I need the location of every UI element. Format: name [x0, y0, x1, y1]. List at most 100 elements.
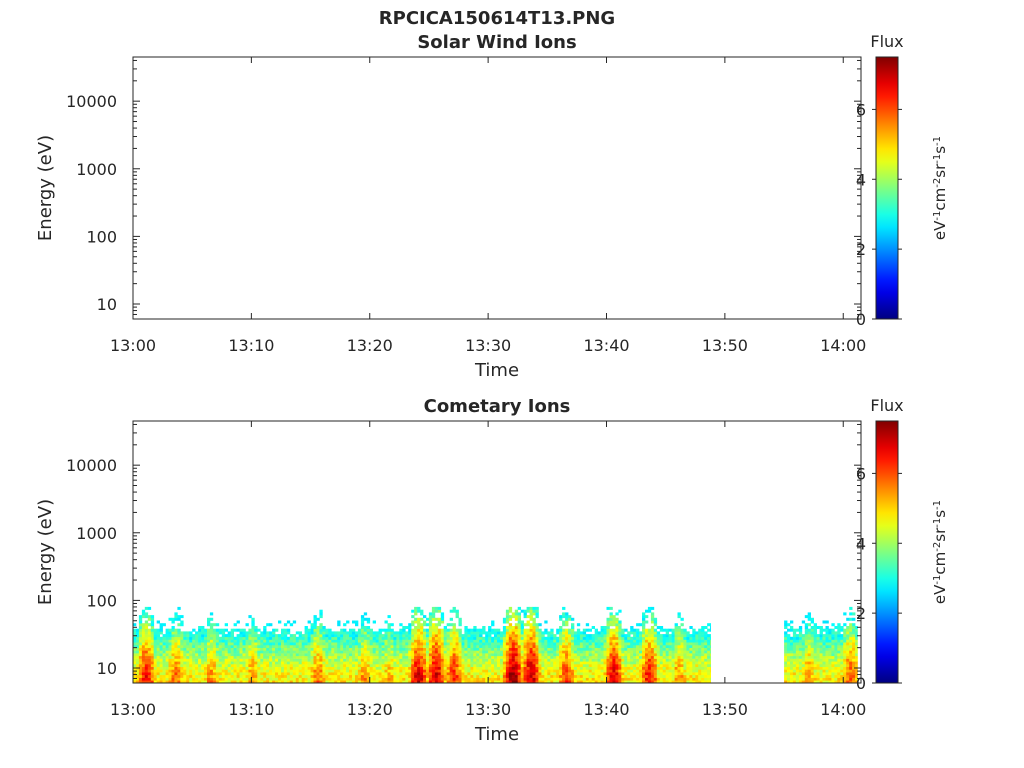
flux-cell — [470, 669, 474, 673]
flux-cell — [565, 655, 569, 659]
flux-cell — [387, 626, 391, 629]
flux-cell — [147, 669, 152, 673]
flux-cell — [144, 612, 149, 616]
flux-cell — [606, 647, 610, 651]
flux-cell — [307, 680, 311, 683]
flux-cell — [508, 669, 513, 673]
flux-cell — [698, 650, 702, 654]
flux-cell — [849, 617, 853, 621]
flux-cell — [428, 647, 433, 651]
flux-cell — [662, 647, 666, 651]
flux-cell — [837, 655, 841, 659]
flux-cell — [150, 655, 155, 659]
flux-cell — [313, 669, 317, 673]
flux-cell — [159, 650, 163, 654]
flux-cell — [221, 631, 226, 635]
flux-cell — [349, 655, 353, 659]
flux-cell — [707, 664, 711, 667]
flux-cell — [233, 677, 237, 681]
flux-cell — [562, 655, 566, 659]
flux-cell — [298, 658, 302, 662]
flux-cell — [514, 664, 519, 667]
flux-cell — [289, 645, 294, 648]
flux-cell — [816, 642, 820, 646]
flux-cell — [396, 647, 400, 651]
flux-cell — [357, 645, 362, 648]
flux-cell — [653, 639, 658, 643]
flux-cell — [680, 669, 684, 673]
flux-cell — [366, 653, 371, 657]
flux-cell — [434, 626, 439, 629]
flux-cell — [852, 674, 856, 678]
flux-cell — [801, 658, 806, 662]
flux-cell — [837, 653, 841, 657]
flux-cell — [792, 674, 797, 678]
flux-cell — [671, 645, 675, 648]
flux-cell — [662, 653, 666, 657]
flux-cell — [171, 639, 175, 643]
flux-cell — [434, 677, 439, 681]
flux-cell — [242, 666, 246, 670]
flux-cell — [393, 631, 397, 635]
flux-cell — [547, 650, 551, 654]
flux-cell — [260, 658, 264, 662]
flux-cell — [319, 636, 323, 640]
flux-cell — [360, 680, 365, 683]
flux-cell — [837, 623, 841, 627]
flux-cell — [455, 634, 459, 638]
flux-cell — [198, 626, 202, 629]
flux-cell — [411, 669, 415, 673]
flux-cell — [316, 674, 320, 678]
flux-cell — [322, 664, 326, 667]
flux-cell — [819, 645, 823, 648]
flux-cell — [562, 645, 566, 648]
flux-cell — [656, 677, 661, 681]
flux-cell — [647, 661, 652, 665]
flux-cell — [423, 628, 427, 632]
flux-cell — [476, 666, 480, 670]
flux-cell — [807, 650, 811, 654]
flux-cell — [440, 666, 445, 670]
flux-cell — [437, 620, 442, 624]
flux-cell — [251, 661, 255, 665]
flux-cell — [387, 677, 391, 681]
flux-cell — [177, 658, 181, 662]
flux-cell — [278, 620, 282, 624]
flux-cell — [807, 634, 811, 638]
flux-cell — [579, 680, 584, 683]
flux-cell — [408, 666, 412, 670]
flux-cell — [671, 655, 675, 659]
flux-cell — [266, 653, 270, 657]
flux-cell — [680, 634, 684, 638]
flux-cell — [840, 680, 844, 683]
flux-cell — [565, 674, 569, 678]
flux-cell — [650, 658, 655, 662]
flux-cell — [707, 639, 711, 643]
flux-cell — [840, 647, 844, 651]
flux-cell — [461, 672, 465, 676]
flux-cell — [597, 669, 601, 673]
flux-cell — [819, 650, 823, 654]
flux-cell — [517, 615, 521, 619]
flux-cell — [165, 658, 169, 662]
flux-cell — [171, 642, 175, 646]
flux-cell — [218, 647, 223, 651]
flux-cell — [224, 647, 228, 651]
flux-cell — [275, 680, 279, 683]
flux-cell — [133, 636, 137, 640]
flux-cell — [452, 647, 456, 651]
flux-cell — [390, 650, 394, 654]
flux-cell — [168, 634, 172, 638]
flux-cell — [473, 634, 477, 638]
flux-cell — [292, 680, 297, 683]
flux-cell — [446, 669, 450, 673]
flux-cell — [520, 653, 524, 657]
flux-cell — [215, 672, 220, 676]
flux-cell — [408, 645, 412, 648]
flux-cell — [677, 680, 681, 683]
flux-cell — [665, 672, 669, 676]
flux-cell — [423, 620, 427, 624]
flux-cell — [559, 639, 563, 643]
flux-cell — [449, 642, 453, 646]
flux-cell — [366, 677, 371, 681]
